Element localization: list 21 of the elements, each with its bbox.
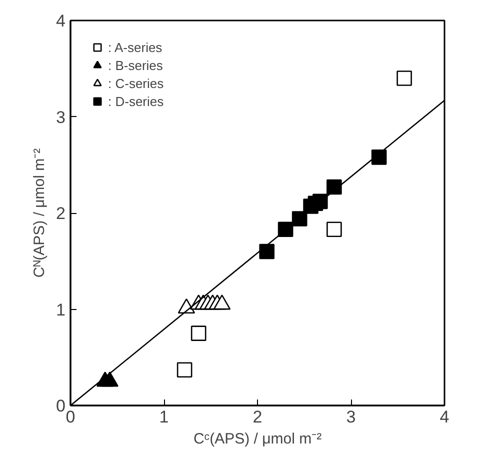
x-tick-label: 2 — [252, 408, 262, 426]
point — [396, 70, 412, 86]
y-tick-label: 1 — [56, 300, 66, 320]
legend-label: : B-series — [108, 58, 163, 72]
y-tick-label: 2 — [56, 204, 66, 223]
y-tick-label: 3 — [56, 108, 66, 127]
point — [259, 244, 274, 260]
point — [213, 294, 231, 310]
legend-label: : C-series — [108, 76, 164, 90]
x-axis-title: Cᶜ(APS) / μmol m⁻² — [193, 430, 322, 448]
point — [326, 222, 342, 238]
x-tick-label: 1 — [159, 408, 169, 426]
x-tick-label: 3 — [346, 408, 356, 426]
x-tick-label: 4 — [440, 408, 450, 426]
y-axis-title: Cᴺ(APS) / μmol m⁻² — [31, 148, 48, 278]
legend-label: : A-series — [108, 40, 162, 54]
y-tick-label: 4 — [56, 12, 66, 30]
point — [101, 372, 118, 387]
legend-label: : D-series — [108, 94, 164, 108]
point — [371, 150, 387, 165]
point — [326, 179, 342, 195]
